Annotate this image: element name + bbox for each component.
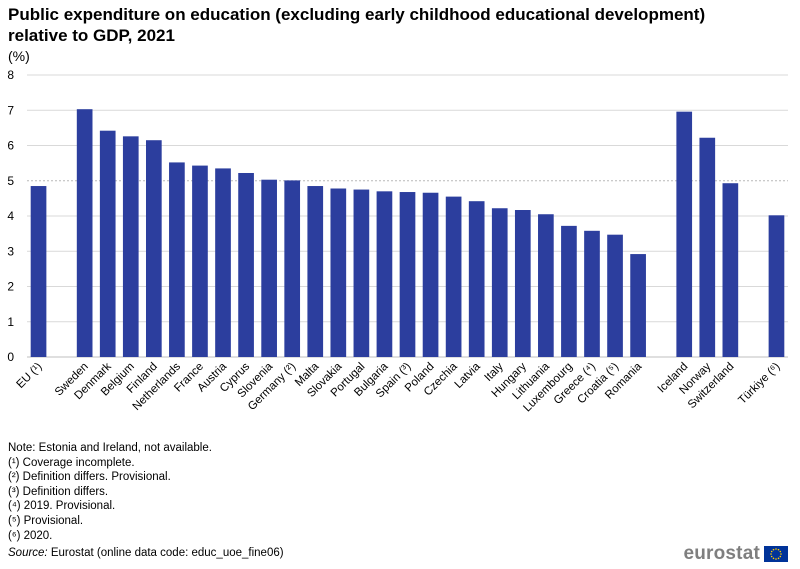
bar	[445, 196, 462, 357]
bar	[192, 165, 208, 357]
footnote-6: (⁶) 2020.	[8, 529, 53, 542]
x-tick-label: Türkiye (⁶)	[736, 361, 782, 407]
bar	[215, 168, 231, 357]
source-label: Source:	[8, 547, 48, 559]
bar	[30, 186, 47, 357]
bar	[584, 230, 600, 357]
bar	[330, 188, 347, 357]
bar	[238, 172, 254, 357]
bar-chart: 0 1 2 3 4 5 6 7 8 EU (¹) SwedenDenmarkBelgiumFinl…	[7, 68, 788, 414]
x-tick-label: Latvia	[453, 360, 484, 391]
bar	[514, 210, 531, 357]
bar	[630, 254, 646, 357]
eurostat-logo: eurostat	[683, 543, 788, 565]
y-tick-label: 3	[7, 244, 14, 258]
y-axis-unit: (%)	[8, 48, 30, 64]
bar	[353, 189, 370, 357]
y-tick-label: 4	[7, 209, 14, 223]
footnote-5: (⁵) Provisional.	[8, 514, 84, 527]
y-tick-label: 2	[7, 280, 14, 294]
bar	[169, 162, 185, 357]
bar	[561, 225, 577, 357]
note-line: Note: Estonia and Ireland, not available…	[8, 442, 212, 454]
y-tick-label: 6	[7, 139, 14, 153]
bar	[122, 136, 139, 357]
y-tick-label: 8	[7, 68, 14, 82]
footnote-3: (³) Definition differs.	[8, 485, 109, 498]
footnote-4: (⁴) 2019. Provisional.	[8, 500, 116, 513]
bar	[768, 215, 785, 357]
bar	[607, 234, 623, 357]
eu-flag-icon	[764, 546, 788, 562]
bar	[99, 130, 116, 357]
source-line: Source: Eurostat (online data code: educ…	[8, 547, 284, 559]
footnotes: Note: Estonia and Ireland, not available…	[8, 441, 212, 543]
bar	[76, 109, 93, 357]
footnote-1: (¹) Coverage incomplete.	[8, 456, 135, 469]
bar	[145, 140, 162, 357]
bar	[422, 192, 439, 357]
bar	[676, 111, 693, 357]
bar	[468, 201, 485, 357]
bar	[699, 137, 716, 357]
bar	[307, 186, 324, 357]
y-tick-label: 0	[7, 350, 14, 364]
bars	[30, 109, 785, 357]
x-axis: EU (¹) SwedenDenmarkBelgiumFinlandNetherl…	[14, 360, 782, 414]
logo-text: eurostat	[683, 543, 760, 564]
y-axis: 0 1 2 3 4 5 6 7 8	[7, 68, 14, 364]
x-tick-label: EU (¹)	[14, 361, 44, 391]
y-tick-label: 7	[7, 103, 14, 117]
y-tick-label: 5	[7, 174, 14, 188]
chart-title: Public expenditure on education (excludi…	[8, 5, 706, 45]
bar	[261, 179, 277, 357]
source-text: Eurostat (online data code: educ_uoe_fin…	[47, 547, 284, 559]
bar	[538, 214, 554, 357]
bar	[491, 208, 508, 357]
bar	[722, 183, 739, 357]
bar	[376, 191, 393, 357]
bar	[399, 192, 416, 357]
bar	[284, 180, 301, 357]
footnote-2: (²) Definition differs. Provisional.	[8, 471, 171, 484]
y-tick-label: 1	[7, 315, 14, 329]
